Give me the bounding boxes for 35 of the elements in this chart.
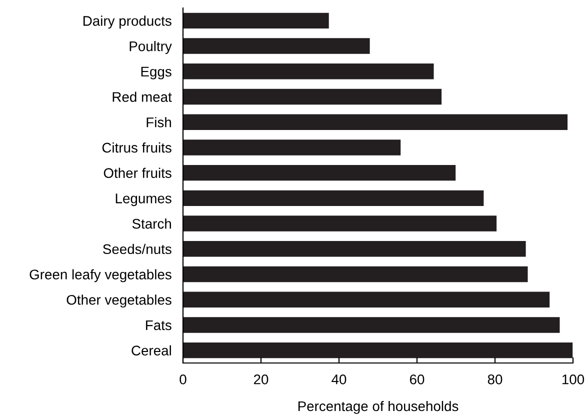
y-tick-label: Fish bbox=[146, 117, 171, 128]
y-tick-label: Cereal bbox=[132, 345, 171, 356]
bar bbox=[183, 64, 434, 80]
bar bbox=[183, 88, 442, 105]
y-tick-label: Eggs bbox=[141, 66, 172, 80]
y-tick-label: Starch bbox=[132, 218, 171, 229]
x-tick-label: 20 bbox=[254, 374, 268, 384]
y-tick-label: Citrus fruits bbox=[102, 142, 172, 153]
bar bbox=[183, 292, 550, 308]
x-tick-label: 0 bbox=[180, 374, 186, 384]
x-tick-label: 100 bbox=[562, 374, 584, 384]
bar bbox=[183, 266, 528, 282]
y-tick-label: Seeds/nuts bbox=[103, 244, 172, 254]
bar bbox=[183, 317, 560, 333]
bar bbox=[183, 342, 573, 358]
bar bbox=[183, 12, 329, 29]
y-tick-label: Legumes bbox=[116, 194, 172, 206]
bar bbox=[183, 140, 401, 156]
bar bbox=[183, 216, 497, 232]
y-tick-label: Dairy products bbox=[83, 16, 172, 29]
y-tick-label: Other vegetables bbox=[66, 294, 172, 308]
y-tick-label: Other fruits bbox=[104, 168, 172, 178]
y-tick-label: Green leafy vegetables bbox=[30, 269, 172, 282]
bar bbox=[183, 38, 370, 54]
x-tick-label: 80 bbox=[488, 374, 502, 384]
x-tick-label: 60 bbox=[410, 374, 424, 384]
y-tick-label: Red meat bbox=[112, 92, 172, 102]
bar bbox=[183, 241, 526, 257]
x-tick-label: 40 bbox=[332, 374, 346, 384]
bar bbox=[183, 164, 456, 181]
bar bbox=[183, 190, 484, 206]
x-axis-title: Percentage of households bbox=[298, 400, 458, 414]
y-tick-label: Fats bbox=[146, 320, 172, 330]
bar bbox=[183, 114, 568, 130]
y-tick-label: Poultry bbox=[130, 41, 172, 54]
